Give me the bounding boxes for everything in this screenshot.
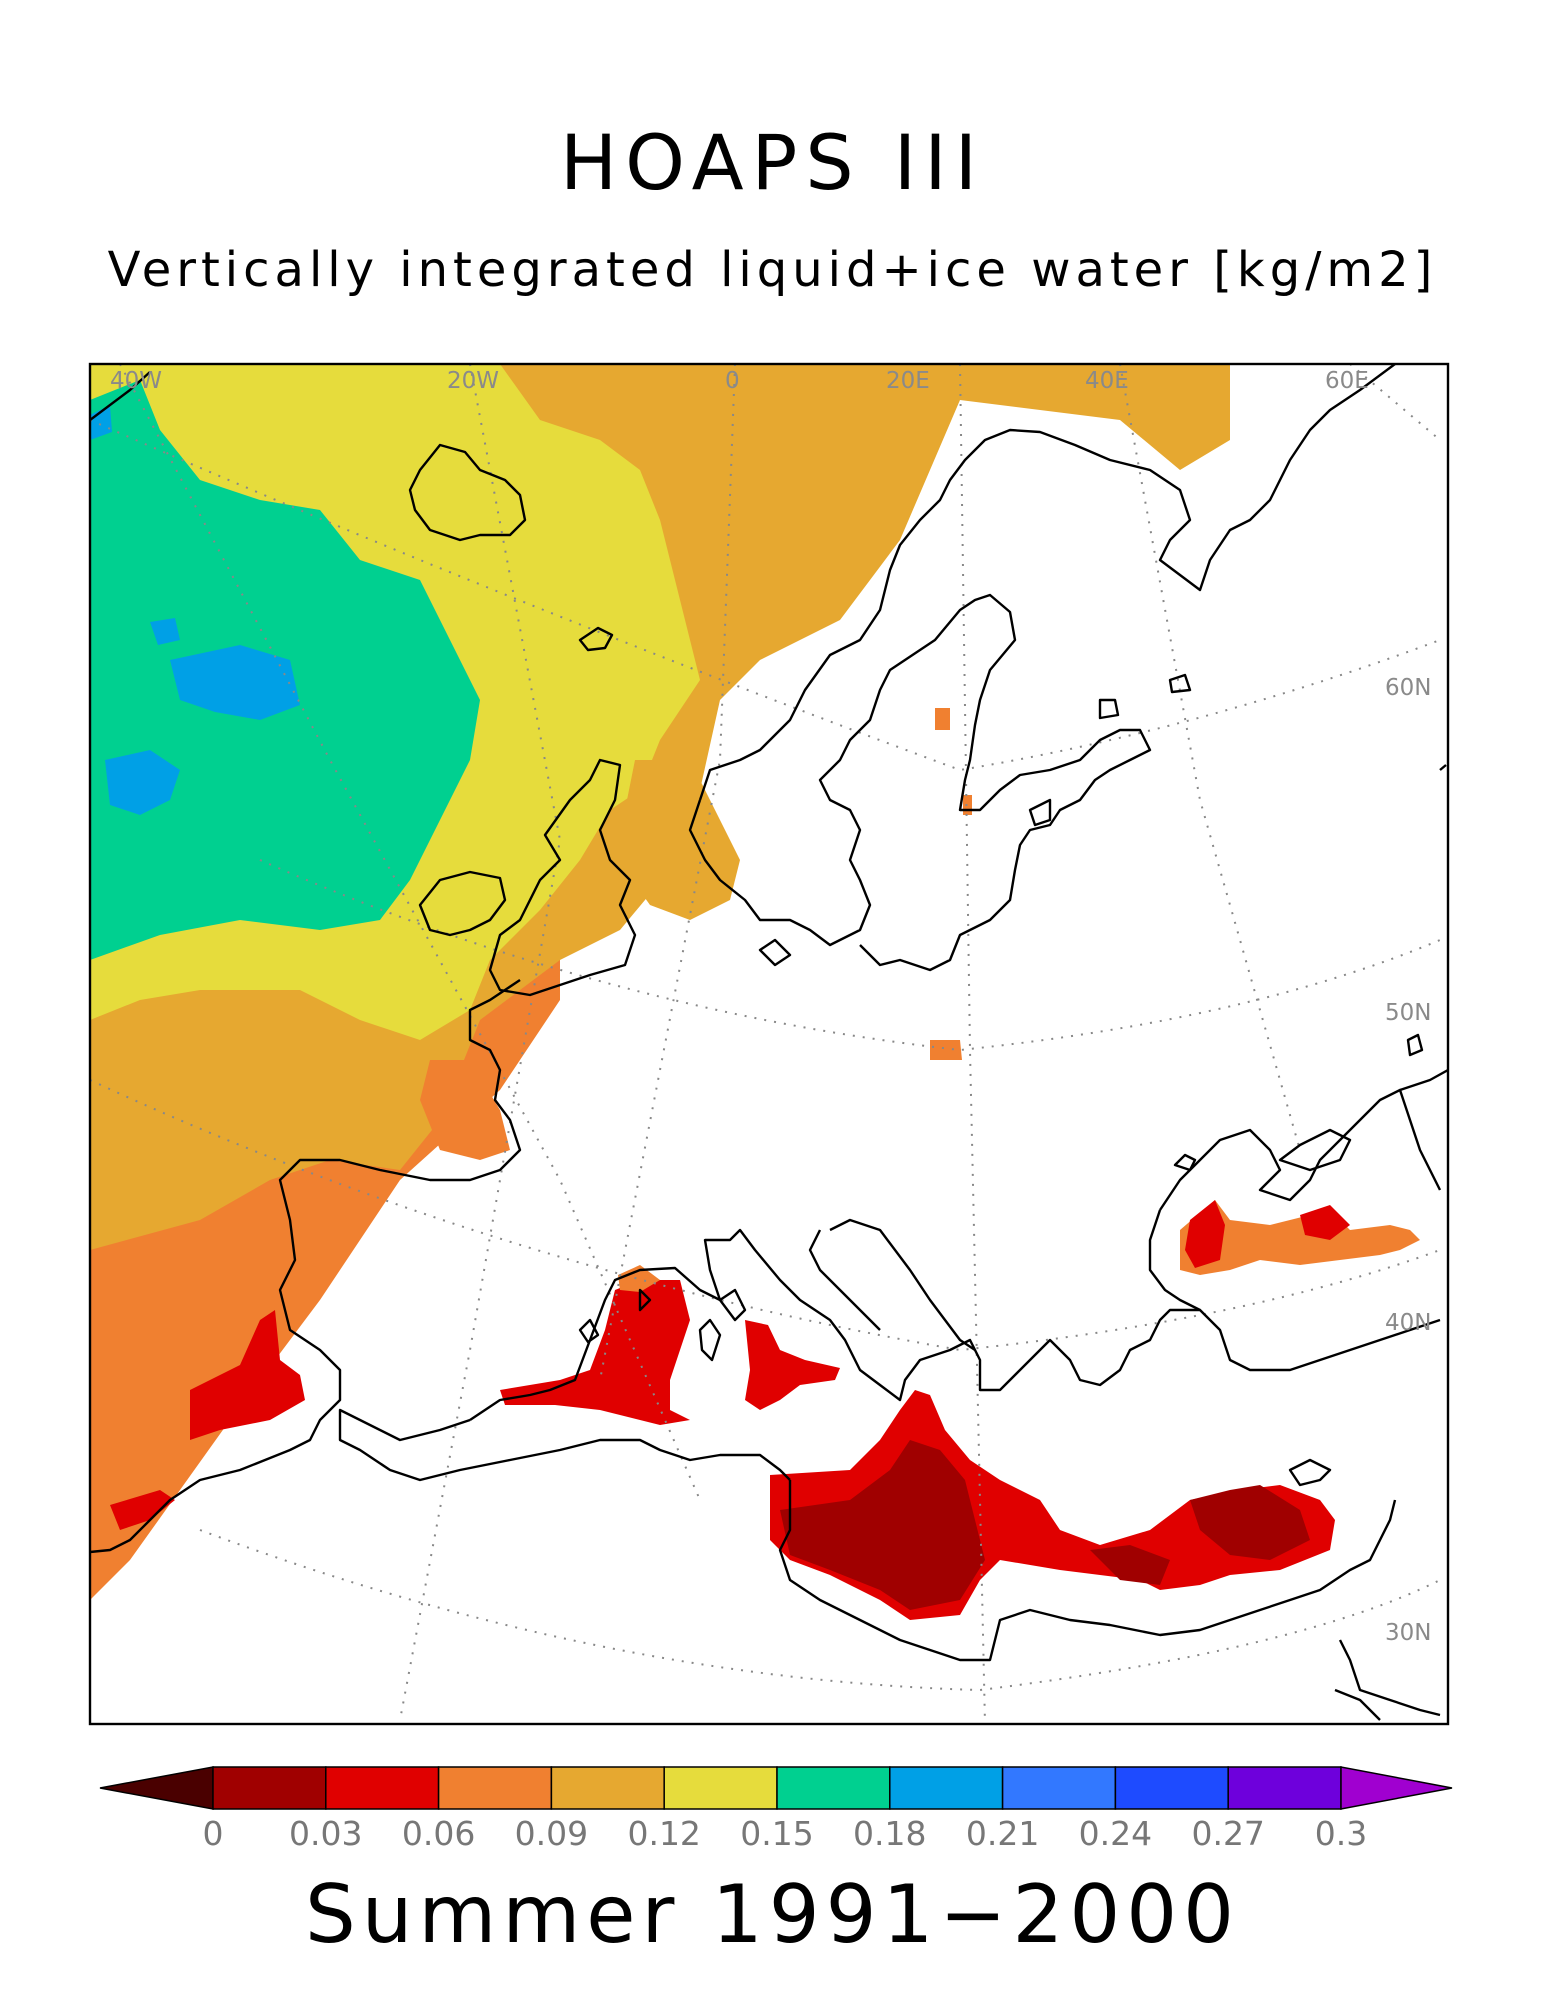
map-frame xyxy=(88,362,1450,1726)
field-red-tyrrhenian xyxy=(745,1320,840,1410)
grid-label-lat-1: 60N xyxy=(1385,675,1431,701)
field-orange-blacksea xyxy=(1180,1200,1420,1275)
field-gold-northsea xyxy=(625,760,740,920)
field-red-alboran xyxy=(190,1310,305,1440)
grid-label-lon-4: 20E xyxy=(886,368,930,394)
grid-labels: 40W 20W 0 20E 40E 60E 60N 50N 40N 30N xyxy=(110,368,1431,1646)
colorbar-bin xyxy=(437,1766,553,1810)
grid-label-lon-3: 0 xyxy=(725,368,740,394)
colorbar-tick-label: 0.3 xyxy=(1315,1814,1367,1853)
colorbar-tick-label: 0.27 xyxy=(1191,1814,1264,1853)
colorbar-bin xyxy=(1001,1766,1117,1810)
field-darkred-eastmed-1 xyxy=(780,1440,985,1610)
colorbar-bin xyxy=(776,1766,891,1810)
grid-label-lon-6: 60E xyxy=(1325,368,1369,394)
colorbar-tick-label: 0.06 xyxy=(402,1814,475,1853)
colorbar-tick-label: 0.18 xyxy=(853,1814,926,1853)
grid-label-lon-1: 40W xyxy=(110,368,162,394)
grid-label-lat-4: 30N xyxy=(1385,1620,1431,1646)
colorbar-bin xyxy=(1114,1766,1229,1810)
field-blue-patch-3 xyxy=(150,618,180,645)
colorbar-tick-label: 0.15 xyxy=(740,1814,813,1853)
field-blue-patch-2 xyxy=(105,750,180,815)
period-label: Summer 1991−2000 xyxy=(304,1868,1241,1961)
colorbar-tick-label: 0.12 xyxy=(627,1814,700,1853)
graticule xyxy=(90,364,1441,1724)
grid-label-lat-3: 40N xyxy=(1385,1310,1431,1336)
colorbar-bin xyxy=(212,1766,327,1810)
field-orange-baltic xyxy=(930,708,972,1060)
field-darkred-eastmed-3 xyxy=(1090,1545,1170,1585)
field-orange-ligurian xyxy=(618,1265,660,1292)
colorbar-bin xyxy=(550,1766,665,1810)
grid-label-lon-2: 20W xyxy=(447,368,499,394)
field-blue-patch-1 xyxy=(170,645,300,720)
colorbar-over-arrow xyxy=(1340,1766,1453,1810)
colorbar-tick-label: 0.21 xyxy=(966,1814,1039,1853)
colorbar-bin xyxy=(663,1766,778,1810)
field-darkred-eastmed-2 xyxy=(1190,1485,1310,1560)
colorbar-tick-label: 0.03 xyxy=(289,1814,362,1853)
field-blue-patch-4 xyxy=(90,405,112,440)
grid-label-lat-2: 50N xyxy=(1385,1000,1431,1026)
field-red-blacksea xyxy=(1185,1200,1350,1268)
colorbar-bin xyxy=(325,1766,440,1810)
field-red-gibraltar xyxy=(110,1490,175,1530)
grid-label-lon-5: 40E xyxy=(1085,368,1129,394)
colorbar-tick-label: 0.09 xyxy=(515,1814,588,1853)
colorbar-under-arrow xyxy=(99,1766,214,1810)
colorbar: 0 0.03 0.06 0.09 0.12 0.15 0.18 0.21 0.24 0.27 0.3 xyxy=(99,1766,1453,1853)
map-area xyxy=(90,364,1448,1724)
map-subtitle: Vertically integrated liquid+ice water [… xyxy=(107,242,1438,298)
coastlines xyxy=(90,364,1448,1721)
map-title: HOAPS III xyxy=(559,118,986,207)
colorbar-bin xyxy=(1227,1766,1342,1810)
colorbar-tick-label: 0.24 xyxy=(1079,1814,1152,1853)
colorbar-bin xyxy=(889,1766,1004,1810)
field-red-westmed xyxy=(500,1280,690,1425)
field-orange-biscay xyxy=(420,1060,510,1160)
colorbar-tick-label: 0 xyxy=(203,1814,224,1853)
